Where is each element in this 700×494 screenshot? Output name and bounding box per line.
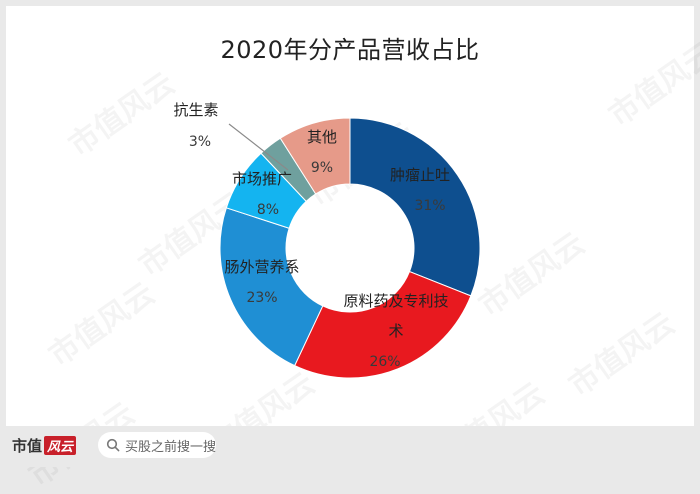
slice-label: 其他 [307, 128, 337, 146]
slice-percent: 26% [369, 354, 400, 370]
donut-slice [293, 270, 472, 379]
search-icon [106, 438, 120, 452]
brand-badge: 风云 [44, 436, 77, 455]
slice-percent: 8% [257, 202, 279, 218]
footer-bar: 市值 风云 买股之前搜一搜 [0, 426, 700, 467]
slice-percent: 23% [246, 290, 277, 306]
donut-slice [349, 117, 481, 297]
search-button[interactable]: 买股之前搜一搜 [98, 432, 216, 458]
slice-label: 抗生素 [173, 101, 218, 119]
chart-title: 2020年分产品营收占比 [220, 36, 480, 64]
slice-percent: 9% [311, 160, 333, 176]
brand-text: 市值 [12, 437, 43, 455]
slice-percent: 3% [189, 134, 211, 150]
slice-percent: 31% [414, 198, 445, 214]
donut-slice [279, 117, 351, 195]
donut-slice [219, 207, 324, 367]
slice-label: 肠外营养系 [224, 258, 299, 276]
slice-label: 原料药及专利技术 [343, 292, 448, 340]
donut-chart: 肿瘤止吐 31% 原料药及专利技术 26% 肠外营养系 23% 市场推广 8% 抗生素 3% 其他 9… [173, 101, 481, 379]
search-text: 买股之前搜一搜 [125, 439, 217, 455]
slice-label: 市场推广 [232, 170, 292, 188]
slice-label: 肿瘤止吐 [390, 166, 450, 184]
brand-logo: 市值 风云 [12, 435, 77, 456]
leader-line [228, 123, 289, 171]
